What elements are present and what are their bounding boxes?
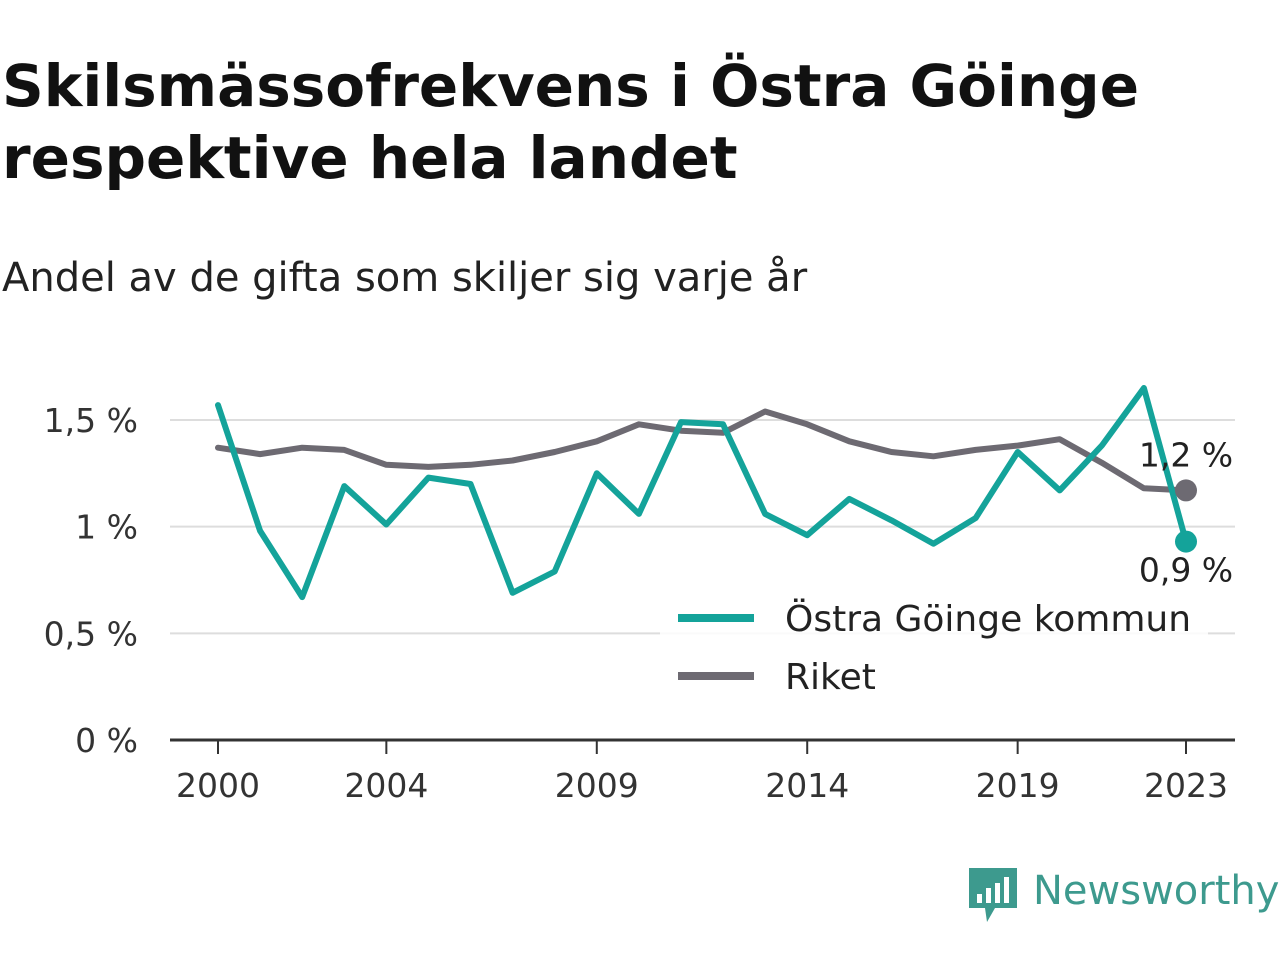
x-tick-label: 2009 [555, 766, 639, 805]
series-line-riket [215, 408, 1189, 494]
newsworthy-logo-icon [969, 868, 1017, 922]
y-tick-label: 0 % [75, 721, 138, 760]
x-tick-label: 2004 [344, 766, 428, 805]
series-line-ostra-goinge [215, 385, 1189, 601]
chart-title: Skilsmässofrekvens i Östra Göinge respek… [2, 52, 1140, 192]
x-tick-label: 2023 [1144, 766, 1228, 805]
legend-background [660, 592, 1208, 704]
x-tick-label: 2014 [765, 766, 849, 805]
x-tick-label: 2000 [176, 766, 260, 805]
y-tick-label: 1,5 % [44, 401, 138, 440]
chart-subtitle: Andel av de gifta som skiljer sig varje … [2, 255, 808, 301]
end-point-riket [1175, 479, 1197, 502]
y-tick-label: 1 % [75, 508, 138, 547]
x-tick-label: 2019 [976, 766, 1060, 805]
end-label-riket: 1,2 % [1139, 435, 1233, 474]
brand-logo[interactable]: Newsworthy [965, 864, 1279, 924]
legend-label-riket: Riket [785, 657, 876, 698]
legend-label-ostra-goinge: Östra Göinge kommun [785, 598, 1191, 640]
end-label-ostra-goinge: 0,9 % [1139, 551, 1233, 590]
end-point-ostra-goinge [1175, 530, 1197, 553]
y-tick-label: 0,5 % [44, 614, 138, 653]
brand-name: Newsworthy [1033, 868, 1280, 914]
